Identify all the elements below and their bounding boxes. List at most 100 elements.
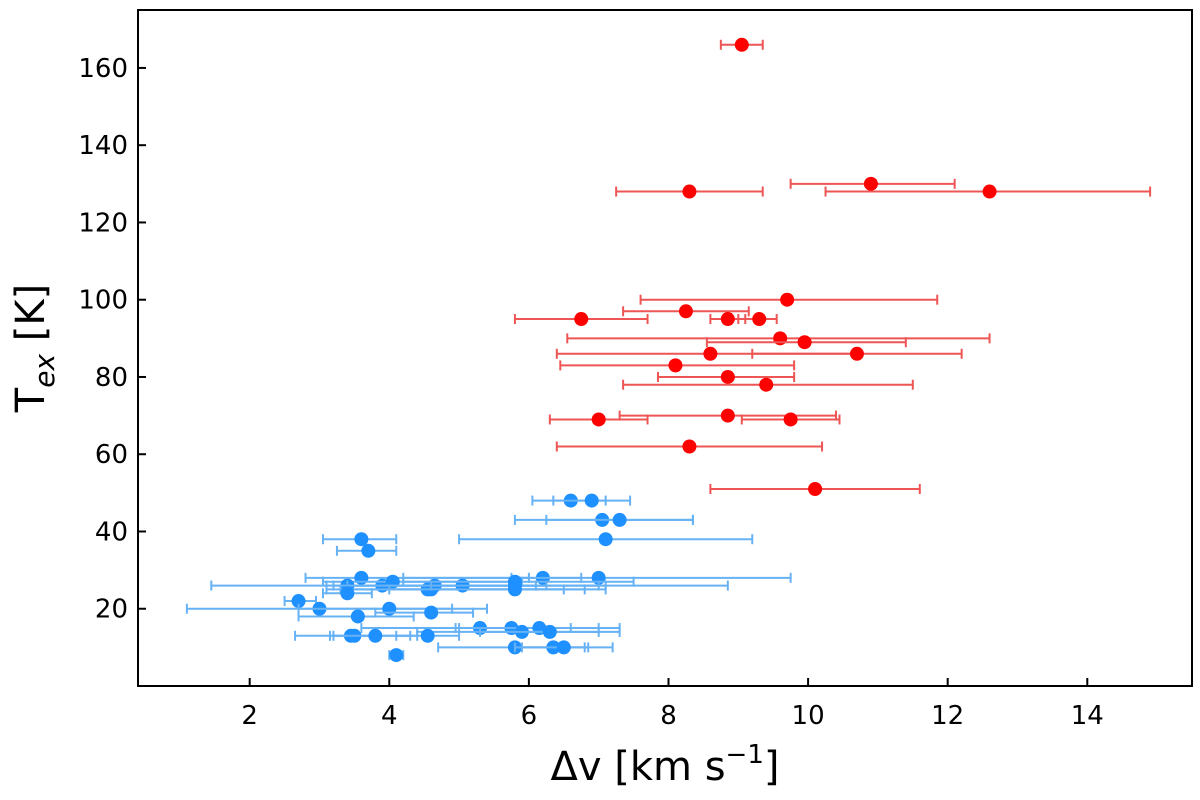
marker (682, 184, 697, 199)
marker (542, 624, 557, 639)
marker (849, 346, 864, 361)
marker (340, 586, 355, 601)
y-axis-ticks: 20 40 60 80 100 120 140 160 (78, 54, 146, 625)
y-axis-label: Tex [K] (8, 284, 61, 413)
marker (797, 335, 812, 350)
data-point-blue (395, 628, 461, 643)
marker (682, 439, 697, 454)
marker (424, 605, 439, 620)
data-point-red (705, 335, 907, 350)
marker (354, 570, 369, 585)
marker (982, 184, 997, 199)
x-tick-label: 12 (931, 701, 964, 731)
data-point-red (615, 184, 764, 199)
data-point-red (555, 439, 824, 454)
marker (863, 176, 878, 191)
y-axis-label-end: [K] (8, 284, 54, 354)
y-tick-label: 140 (78, 131, 128, 161)
data-point-blue (458, 532, 754, 547)
x-axis-ticks: 2 4 6 8 10 12 14 (241, 678, 1104, 731)
data-point-red (751, 346, 963, 361)
data-point-blue (388, 582, 607, 597)
data-point-red (740, 412, 841, 427)
x-tick-label: 14 (1071, 701, 1104, 731)
data-point-red (657, 369, 796, 384)
data-point-red (737, 312, 778, 327)
marker (389, 648, 404, 663)
data-point-blue (430, 578, 729, 593)
data-point-red (639, 292, 939, 307)
x-tick-label: 10 (792, 701, 825, 731)
marker (720, 369, 735, 384)
x-tick-label: 8 (660, 701, 677, 731)
data-point-blue (283, 594, 317, 609)
x-axis-label-end: ] (764, 744, 780, 790)
marker (350, 609, 365, 624)
x-tick-label: 4 (381, 701, 398, 731)
data-point-red (566, 331, 991, 346)
x-axis-label: Δv [km s−1] (551, 740, 780, 790)
data-point-blue (335, 543, 398, 558)
marker (354, 532, 369, 547)
y-tick-label: 160 (78, 54, 128, 84)
marker (574, 312, 589, 327)
data-point-blue (321, 532, 398, 547)
marker (703, 346, 718, 361)
marker (382, 601, 397, 616)
series-blue (185, 493, 792, 663)
data-point-blue (479, 624, 600, 639)
data-point-blue (297, 601, 489, 616)
x-tick-label: 2 (241, 701, 258, 731)
marker (678, 304, 693, 319)
data-point-red (622, 304, 750, 319)
marker (720, 408, 735, 423)
marker (368, 628, 383, 643)
marker (783, 412, 798, 427)
data-point-red (824, 184, 1152, 199)
plot-frame (137, 9, 1193, 687)
x-axis-label-main: Δv [km s (551, 744, 726, 790)
y-tick-label: 100 (78, 286, 128, 316)
marker (556, 640, 571, 655)
data-point-red (709, 481, 921, 496)
marker (773, 331, 788, 346)
marker (598, 532, 613, 547)
marker (780, 292, 795, 307)
series-red (513, 37, 1152, 496)
marker (720, 312, 735, 327)
x-tick-label: 6 (521, 701, 538, 731)
data-point-red (618, 408, 838, 423)
marker (507, 582, 522, 597)
data-point-red (719, 37, 764, 52)
x-axis-label-sup: −1 (726, 740, 764, 770)
data-point-red (622, 377, 914, 392)
marker (668, 358, 683, 373)
marker (734, 37, 749, 52)
y-tick-label: 20 (95, 595, 128, 625)
y-axis-label-sub: ex (28, 354, 61, 388)
y-tick-label: 80 (95, 363, 128, 393)
data-layer (185, 37, 1152, 663)
marker (752, 312, 767, 327)
marker (584, 493, 599, 508)
y-tick-label: 60 (95, 440, 128, 470)
marker (361, 543, 376, 558)
y-tick-label: 40 (95, 517, 128, 547)
data-point-blue (545, 512, 694, 527)
y-axis-label-main: T (8, 387, 54, 413)
data-point-blue (321, 586, 373, 601)
data-point-blue (297, 609, 415, 624)
marker (591, 412, 606, 427)
data-point-red (513, 312, 649, 327)
data-point-red (789, 176, 956, 191)
data-point-red (548, 412, 649, 427)
data-point-blue (388, 648, 405, 663)
marker (420, 628, 435, 643)
data-point-blue (513, 640, 614, 655)
marker (808, 481, 823, 496)
data-point-red (559, 358, 796, 373)
data-point-blue (374, 605, 475, 620)
data-point-blue (552, 493, 632, 508)
marker (759, 377, 774, 392)
